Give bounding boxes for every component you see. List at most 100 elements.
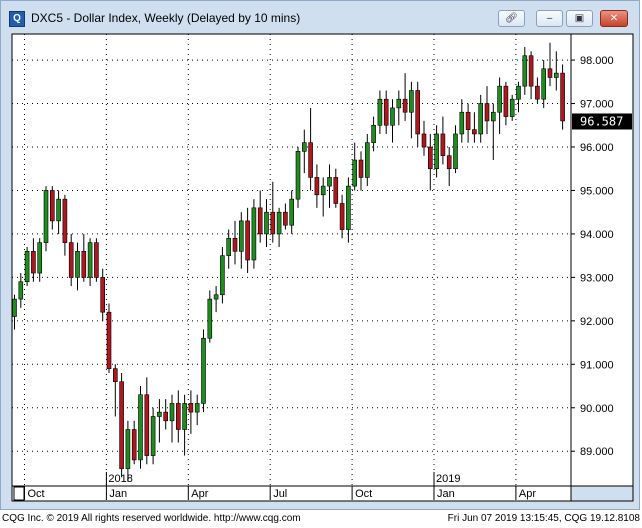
candle-body[interactable] (283, 211, 288, 226)
candle-body[interactable] (333, 177, 339, 204)
candle-body[interactable] (339, 203, 345, 230)
candle-body[interactable] (49, 190, 55, 222)
candle-body[interactable] (427, 146, 433, 170)
candle-body[interactable] (371, 124, 376, 143)
candle-body[interactable] (547, 68, 553, 78)
candle-body[interactable] (62, 198, 68, 243)
candle-body[interactable] (207, 298, 213, 339)
candle-body[interactable] (383, 98, 389, 126)
candle-body[interactable] (232, 237, 238, 252)
candle-body[interactable] (201, 337, 206, 404)
candle-body[interactable] (453, 133, 458, 170)
candle-body[interactable] (257, 207, 263, 235)
candle-body[interactable] (31, 251, 36, 274)
candle-body[interactable] (239, 220, 244, 252)
candle-body[interactable] (396, 98, 402, 109)
candle-body[interactable] (125, 429, 131, 469)
candle-body[interactable] (18, 281, 24, 300)
candle-body[interactable] (484, 103, 490, 122)
candle-body[interactable] (289, 198, 295, 226)
link-icon[interactable]: 🔗︎ (498, 10, 525, 27)
time-axis[interactable] (11, 485, 572, 502)
candle-body[interactable] (516, 85, 521, 100)
plot-area[interactable] (11, 33, 572, 487)
candle-body[interactable] (68, 242, 74, 278)
candle-body[interactable] (472, 129, 477, 135)
candle-body[interactable] (43, 190, 49, 243)
candle-body[interactable] (346, 185, 351, 230)
candle-body[interactable] (409, 90, 414, 113)
candle-body[interactable] (327, 177, 332, 187)
candle-body[interactable] (440, 133, 446, 156)
candle-body[interactable] (113, 368, 118, 382)
candle-body[interactable] (364, 142, 370, 178)
candle-body[interactable] (308, 142, 313, 178)
candle-body[interactable] (251, 207, 257, 261)
candle-body[interactable] (245, 220, 250, 261)
candle-body[interactable] (188, 403, 194, 413)
candle-body[interactable] (213, 294, 219, 300)
candle-body[interactable] (270, 211, 276, 235)
candle-body[interactable] (131, 429, 137, 461)
candle-body[interactable] (194, 403, 200, 413)
candle-body[interactable] (497, 85, 502, 113)
candle-body[interactable] (421, 133, 427, 148)
candle-body[interactable] (352, 159, 358, 187)
candle-body[interactable] (182, 403, 187, 430)
candle-body[interactable] (157, 411, 162, 417)
candle-body[interactable] (301, 142, 307, 152)
candle-body[interactable] (553, 72, 559, 78)
candle-body[interactable] (176, 403, 181, 430)
y-tick-label: 94.000 (580, 229, 614, 241)
candle-body[interactable] (295, 151, 301, 200)
candle-body[interactable] (377, 98, 383, 126)
candle-body[interactable] (415, 90, 421, 135)
candle-body[interactable] (465, 111, 471, 130)
title-bar[interactable]: Q DXC5 - Dollar Index, Weekly (Delayed b… (1, 1, 639, 33)
restore-icon[interactable]: ▣ (566, 10, 593, 27)
candle-body[interactable] (459, 111, 465, 135)
candle-body[interactable] (220, 255, 225, 296)
candle-body[interactable] (75, 251, 80, 278)
candle-body[interactable] (106, 311, 112, 369)
candle-body[interactable] (541, 68, 547, 100)
candle-body[interactable] (528, 55, 534, 87)
candle-body[interactable] (12, 298, 17, 317)
candle-body[interactable] (522, 55, 528, 87)
candle-body[interactable] (163, 411, 168, 422)
candle-body[interactable] (138, 394, 143, 461)
candle-body[interactable] (56, 198, 61, 222)
candle-body[interactable] (320, 185, 326, 196)
candle-body[interactable] (503, 85, 509, 117)
candle-body[interactable] (94, 242, 99, 278)
candle-body[interactable] (81, 251, 87, 278)
candle-body[interactable] (24, 251, 30, 283)
price-axis[interactable] (570, 33, 634, 487)
candle-body[interactable] (100, 277, 105, 313)
candle-body[interactable] (87, 242, 93, 278)
candle-body[interactable] (264, 211, 269, 235)
candle-body[interactable] (144, 394, 150, 456)
candle-body[interactable] (37, 242, 43, 274)
candle-body[interactable] (490, 111, 496, 122)
candle-body[interactable] (276, 211, 282, 235)
cqg-app-icon[interactable]: Q (9, 11, 25, 27)
minimize-icon[interactable]: ‒ (536, 10, 563, 27)
candle-body[interactable] (560, 72, 565, 122)
candle-body[interactable] (478, 103, 484, 135)
candle-body[interactable] (535, 85, 540, 100)
close-icon[interactable]: ✕ (600, 10, 628, 27)
candle-body[interactable] (226, 237, 231, 256)
x-tick-label: Oct (355, 488, 372, 500)
candle-body[interactable] (169, 403, 175, 422)
candle-body[interactable] (434, 133, 439, 170)
scroll-handle[interactable] (13, 486, 25, 501)
candle-body[interactable] (314, 177, 320, 196)
candle-body[interactable] (119, 381, 124, 469)
candle-body[interactable] (358, 159, 364, 178)
candle-body[interactable] (446, 155, 452, 170)
candle-body[interactable] (390, 107, 395, 126)
candle-body[interactable] (509, 98, 515, 117)
candle-body[interactable] (150, 416, 156, 456)
candle-body[interactable] (402, 98, 408, 113)
